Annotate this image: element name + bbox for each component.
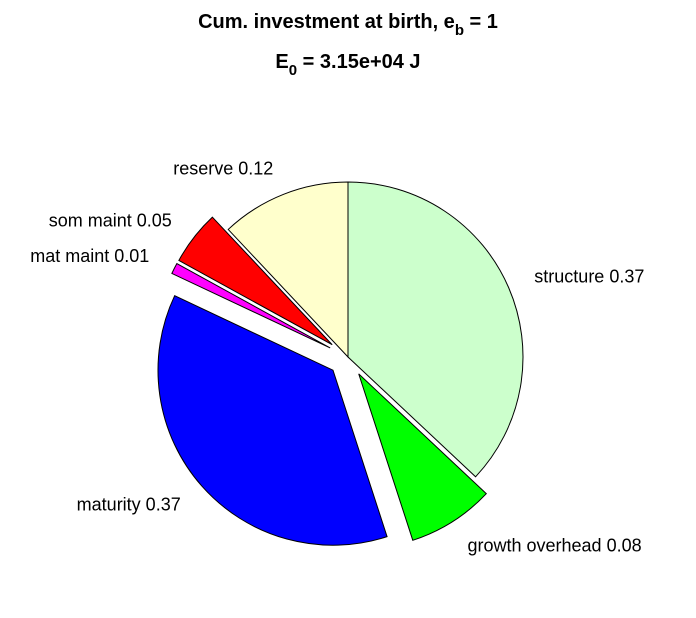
pie-label-maturity: maturity 0.37 (77, 494, 181, 514)
pie-slice-mat-maint (171, 262, 331, 349)
chart-title-line2: E0 = 3.15e+04 J (275, 51, 420, 79)
pie-slices (157, 181, 524, 546)
pie-slice-maturity (157, 295, 388, 546)
pie-labels: structure 0.37 growth overhead 0.08 maturi… (30, 158, 644, 555)
pie-label-mat-maint: mat maint 0.01 (30, 246, 149, 266)
pie-slice-reserve (227, 181, 349, 359)
pie-slice-som-maint (178, 216, 333, 346)
pie-label-som-maint: som maint 0.05 (49, 210, 172, 230)
pie-label-growth-overhead: growth overhead 0.08 (467, 535, 641, 555)
pie-label-structure: structure 0.37 (534, 266, 644, 286)
pie-slice-structure (347, 181, 524, 478)
chart-title-line1: Cum. investment at birth, eb = 1 (198, 11, 498, 39)
pie-label-reserve: reserve 0.12 (173, 158, 273, 178)
pie-slice-growth-overhead (358, 373, 487, 541)
